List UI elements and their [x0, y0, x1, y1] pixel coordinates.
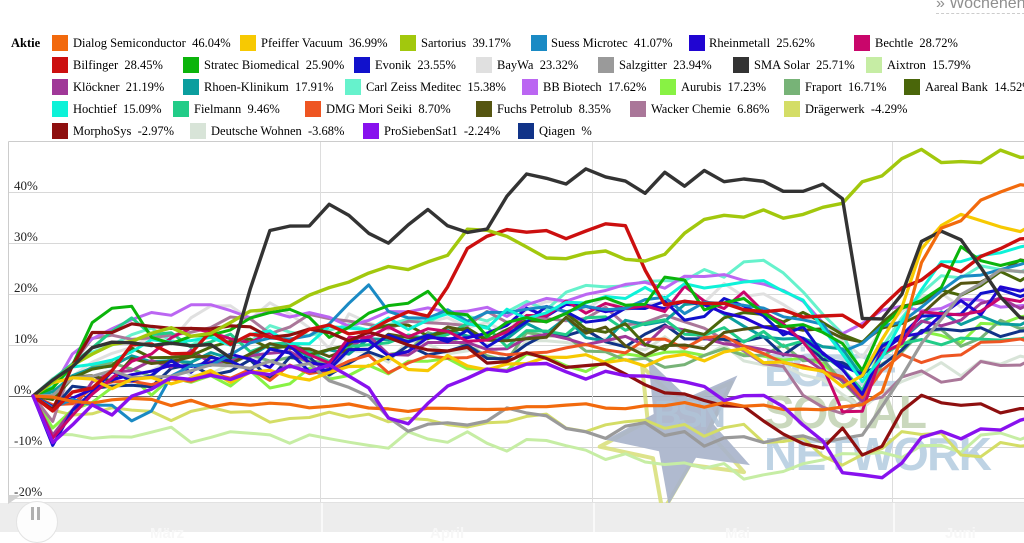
- svg-text:30%: 30%: [14, 229, 38, 244]
- svg-text:10%: 10%: [14, 331, 38, 346]
- svg-text:40%: 40%: [14, 178, 38, 193]
- svg-text:-20%: -20%: [14, 484, 42, 499]
- svg-text:20%: 20%: [14, 280, 38, 295]
- svg-text:0%: 0%: [14, 382, 32, 397]
- svg-text:-10%: -10%: [14, 433, 42, 448]
